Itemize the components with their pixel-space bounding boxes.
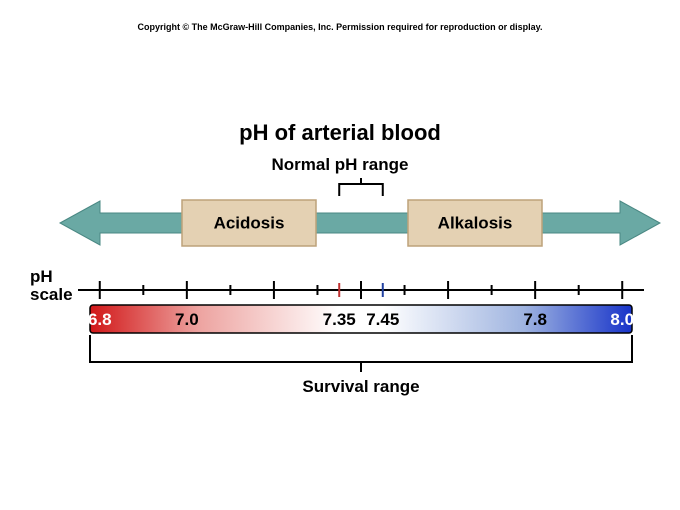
ph-axis bbox=[78, 281, 644, 299]
ph-value-label: 7.0 bbox=[175, 310, 199, 329]
ph-value-label: 7.45 bbox=[366, 310, 399, 329]
gradient-bar: 6.8 7.0 7.35 7.45 7.8 8.0 bbox=[88, 305, 634, 333]
acidosis-label: Acidosis bbox=[214, 213, 285, 232]
ph-arrow bbox=[60, 201, 660, 245]
ph-value-label: 8.0 bbox=[610, 310, 634, 329]
ph-scale-label-2: scale bbox=[30, 285, 73, 304]
ph-scale-label-1: pH bbox=[30, 267, 53, 286]
ph-value-label: 7.8 bbox=[523, 310, 547, 329]
alkalosis-label: Alkalosis bbox=[438, 213, 513, 232]
ph-value-label: 7.35 bbox=[323, 310, 356, 329]
acidosis-box: Acidosis bbox=[182, 200, 316, 246]
survival-range-label: Survival range bbox=[302, 377, 419, 396]
survival-bracket bbox=[90, 335, 632, 372]
alkalosis-box: Alkalosis bbox=[408, 200, 542, 246]
normal-range-bracket bbox=[339, 178, 383, 196]
ph-diagram: Acidosis Alkalosis pH scale 6.8 7.0 7.35 7.4… bbox=[0, 0, 680, 510]
ph-value-label: 6.8 bbox=[88, 310, 112, 329]
